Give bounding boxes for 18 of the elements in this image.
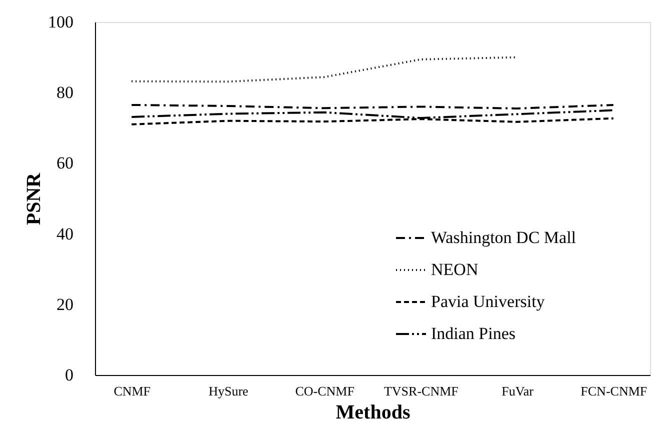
- x-tick-label: TVSR-CNMF: [384, 384, 458, 398]
- x-tick-label: FuVar: [502, 384, 534, 398]
- y-tick-label: 80: [56, 83, 74, 102]
- x-tick-label: CNMF: [114, 384, 151, 398]
- x-tick-label: FCN-CNMF: [580, 384, 648, 398]
- x-axis-title: Methods: [336, 402, 410, 421]
- legend-label: Washington DC Mall: [431, 228, 576, 247]
- x-tick-label: HySure: [208, 384, 249, 398]
- y-tick-label: 100: [48, 12, 74, 32]
- y-tick-label: 60: [56, 154, 74, 173]
- legend-label: Pavia University: [431, 292, 546, 311]
- y-tick-label: 40: [56, 224, 74, 244]
- legend-label: Indian Pines: [431, 324, 516, 343]
- legend-label: NEON: [431, 260, 478, 279]
- y-tick-label: 0: [65, 366, 74, 384]
- y-tick-label: 20: [56, 294, 74, 314]
- y-axis-title: PSNR: [23, 172, 45, 226]
- x-tick-label: CO-CNMF: [295, 384, 354, 398]
